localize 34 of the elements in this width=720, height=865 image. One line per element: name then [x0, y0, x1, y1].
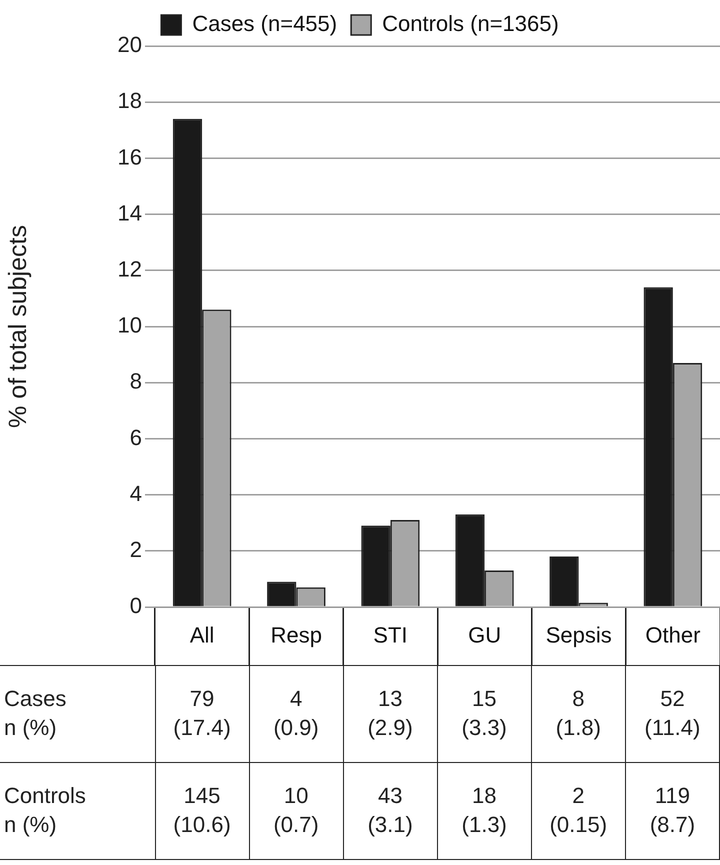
y-tick-label: 16 — [118, 144, 142, 170]
x-tick-label: All — [190, 622, 214, 648]
data-label: 8 (1.8) — [531, 666, 626, 762]
x-tick-label: Resp — [270, 622, 322, 648]
data-label: 43 (3.1) — [343, 762, 438, 860]
data-label: 2 (0.15) — [531, 762, 626, 860]
x-tick-label: GU — [468, 622, 502, 648]
y-tick-label: 12 — [118, 256, 142, 282]
text: Cases n (%) — [0, 666, 155, 762]
legend-label: Controls (n=1365) — [382, 11, 559, 36]
y-tick-label: 10 — [118, 312, 142, 338]
y-tick-label: 2 — [130, 536, 142, 562]
data-label: 79 (17.4) — [155, 666, 250, 762]
data-label: 10 (0.7) — [249, 762, 344, 860]
data-label: 145 (10.6) — [155, 762, 250, 860]
y-tick-label: 4 — [130, 480, 142, 506]
data-label: 13 (2.9) — [343, 666, 438, 762]
y-tick-label: 8 — [130, 368, 142, 394]
y-axis-title: % of total subjects — [4, 225, 32, 428]
y-tick-label: 6 — [130, 424, 142, 450]
data-label: 15 (3.3) — [437, 666, 532, 762]
y-tick-label: 20 — [118, 32, 142, 58]
data-label: 18 (1.3) — [437, 762, 532, 860]
y-tick-label: 18 — [118, 88, 142, 114]
y-tick-label: 14 — [118, 200, 142, 226]
legend-label: Cases (n=455) — [192, 11, 338, 36]
x-tick-label: Sepsis — [546, 622, 612, 648]
data-label: 119 (8.7) — [625, 762, 720, 860]
data-label: 52 (11.4) — [625, 666, 720, 762]
x-tick-label: STI — [373, 622, 408, 648]
data-label: 4 (0.9) — [249, 666, 344, 762]
x-tick-label: Other — [645, 622, 700, 648]
y-tick-label: 0 — [130, 593, 142, 618]
text: Controls n (%) — [0, 762, 155, 860]
